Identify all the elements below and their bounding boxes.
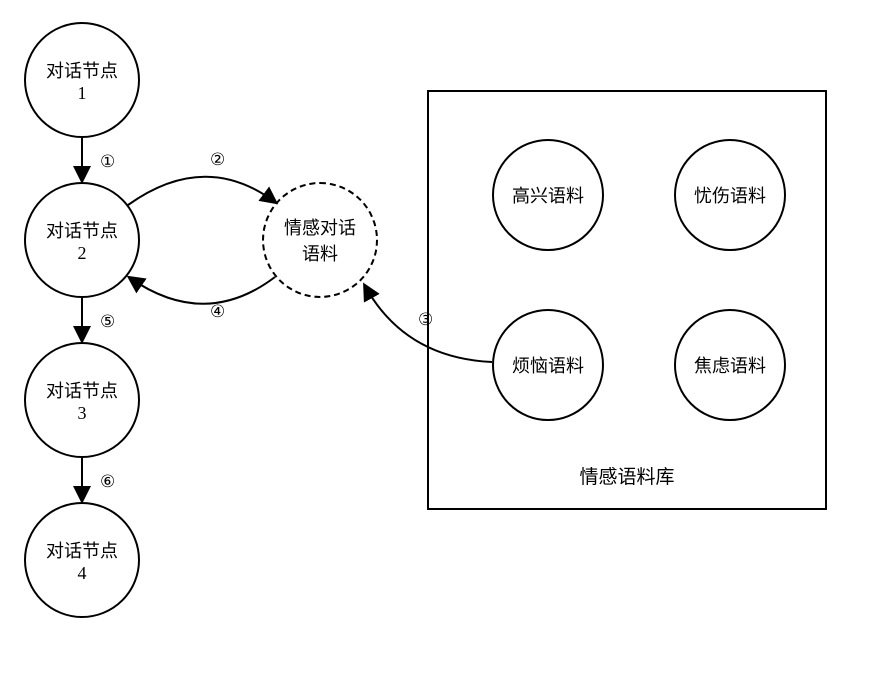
- edge-2-label: ②: [210, 150, 225, 170]
- node-2-line1: 对话节点: [46, 217, 118, 243]
- edge-6-label: ⑥: [100, 472, 115, 492]
- node-sad-label: 忧伤语料: [694, 182, 766, 208]
- node-dialogue-2: 对话节点 2: [24, 182, 140, 298]
- node-1-line1: 对话节点: [46, 57, 118, 83]
- node-3-line2: 3: [78, 403, 87, 424]
- node-happy-corpus: 高兴语料: [492, 139, 604, 251]
- node-3-line1: 对话节点: [46, 377, 118, 403]
- node-worry-corpus: 烦恼语料: [492, 309, 604, 421]
- node-4-line2: 4: [78, 563, 87, 584]
- node-dialogue-1: 对话节点 1: [24, 22, 140, 138]
- node-sad-corpus: 忧伤语料: [674, 139, 786, 251]
- edge-4: [130, 277, 275, 304]
- edge-1-label: ①: [100, 152, 115, 172]
- edge-3-label: ③: [418, 310, 433, 330]
- node-1-line2: 1: [78, 83, 87, 104]
- node-emotion-dialogue-corpus: 情感对话 语料: [262, 182, 378, 298]
- node-emo-line1: 情感对话: [284, 214, 356, 240]
- node-worry-label: 烦恼语料: [512, 352, 584, 378]
- node-dialogue-3: 对话节点 3: [24, 342, 140, 458]
- node-emo-line2: 语料: [302, 240, 338, 266]
- edge-4-label: ④: [210, 302, 225, 322]
- node-4-line1: 对话节点: [46, 537, 118, 563]
- node-anxious-corpus: 焦虑语料: [674, 309, 786, 421]
- corpus-library-label: 情感语料库: [427, 462, 827, 489]
- node-dialogue-4: 对话节点 4: [24, 502, 140, 618]
- node-2-line2: 2: [78, 243, 87, 264]
- edge-2: [128, 177, 275, 205]
- node-anxious-label: 焦虑语料: [694, 352, 766, 378]
- node-happy-label: 高兴语料: [512, 182, 584, 208]
- edge-5-label: ⑤: [100, 312, 115, 332]
